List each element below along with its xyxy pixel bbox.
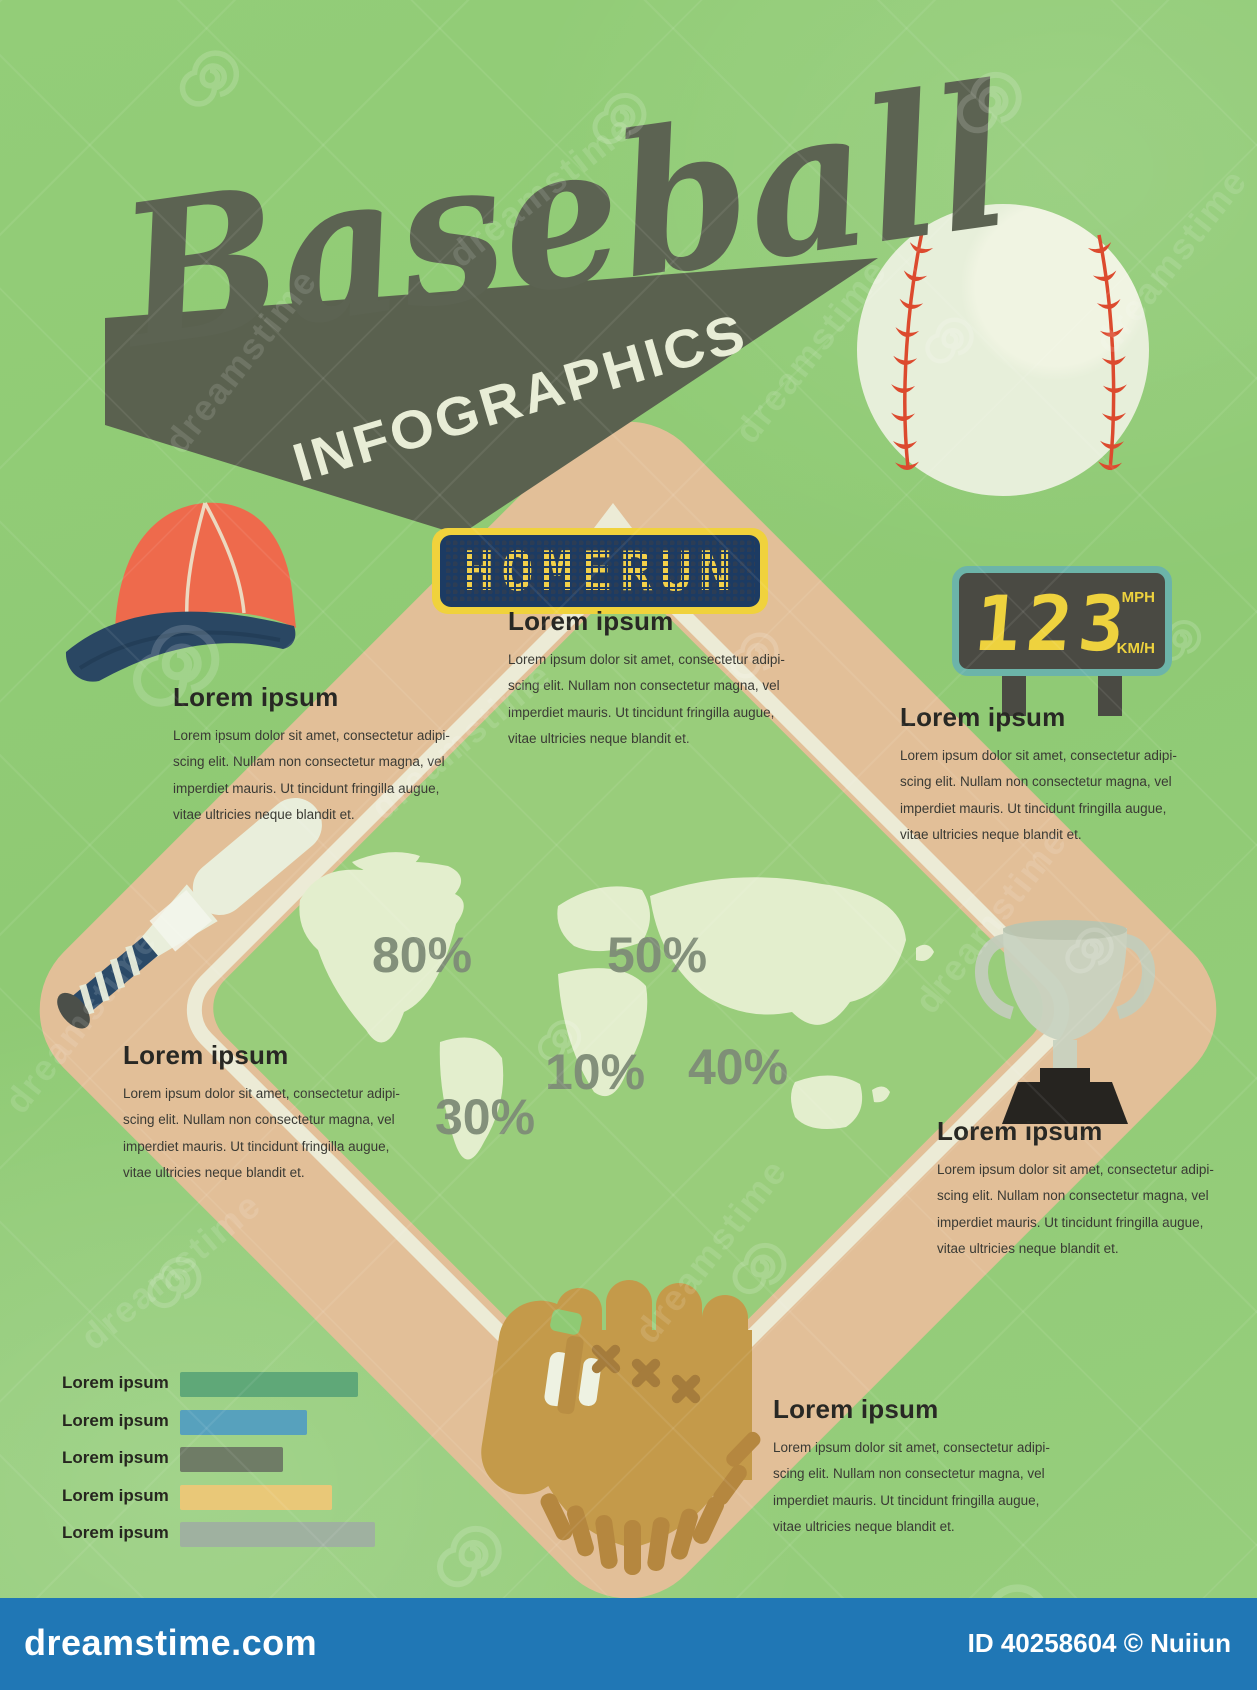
text-block-trophy: Lorem ipsum Lorem ipsum dolor sit amet, … [937,1116,1257,1262]
text-block-cap: Lorem ipsum Lorem ipsum dolor sit amet, … [173,682,503,828]
text-block-bat: Lorem ipsum Lorem ipsum dolor sit amet, … [123,1040,453,1186]
section-heading: Lorem ipsum [773,1394,939,1424]
bar [180,1485,332,1510]
baseball-glove-icon [481,1280,761,1575]
bar-chart-row: Lorem ipsum [0,1447,420,1472]
stat-asia: 40% [688,1039,789,1095]
section-body: Lorem ipsum dolor sit amet, consectetur … [937,1162,1214,1256]
stat-europe: 50% [607,927,708,983]
bar-label: Lorem ipsum [62,1523,169,1542]
watermark-footer-bar: dreamstime.com ID 40258604 © Nuiiun [0,1598,1257,1690]
bar-chart-row: Lorem ipsum [0,1522,420,1547]
stat-north-america: 80% [372,927,473,983]
section-heading: Lorem ipsum [508,606,674,636]
bar [180,1447,283,1472]
section-body: Lorem ipsum dolor sit amet, consectetur … [123,1086,400,1180]
section-heading: Lorem ipsum [123,1040,289,1070]
bar-label: Lorem ipsum [62,1448,169,1467]
world-map-icon [299,852,934,1160]
trophy-icon [975,920,1155,1124]
baseline-corner-triangle [594,503,632,528]
bar-label: Lorem ipsum [62,1411,169,1430]
scoreboard-leg-right [1098,672,1122,716]
stat-africa: 10% [545,1044,646,1100]
section-heading: Lorem ipsum [173,682,339,712]
led-screen: HOMERUN [440,535,760,607]
text-block-glove: Lorem ipsum Lorem ipsum dolor sit amet, … [773,1394,1103,1540]
section-heading: Lorem ipsum [900,702,1066,732]
scoreboard-leg-left [1002,672,1026,716]
section-heading: Lorem ipsum [937,1116,1103,1146]
watermark-site-label: dreamstime.com [24,1622,318,1663]
bar-chart-row: Lorem ipsum [0,1485,420,1510]
section-body: Lorem ipsum dolor sit amet, consectetur … [508,652,785,746]
led-pixel-grid [444,539,756,603]
text-block-speed: Lorem ipsum Lorem ipsum dolor sit amet, … [900,702,1230,848]
speed-unit-mph: MPH [1121,589,1155,606]
bar [180,1372,358,1397]
text-block-homerun: Lorem ipsum Lorem ipsum dolor sit amet, … [508,606,838,752]
bar-label: Lorem ipsum [62,1373,169,1392]
baseball-stitches-icon [890,231,1128,471]
speed-unit-kmh: KM/H [1116,640,1155,657]
section-body: Lorem ipsum dolor sit amet, consectetur … [900,748,1177,842]
stat-south-america: 30% [435,1089,536,1145]
bar-label: Lorem ipsum [62,1486,169,1505]
led-scoreboard: HOMERUN [432,528,768,614]
baseball-bat-icon [57,797,322,1029]
baseball-cap-icon [65,502,296,682]
speed-scoreboard: 123 MPH KM/H [952,566,1172,676]
bar [180,1410,307,1435]
banner-pennant [105,258,878,535]
bar [180,1522,375,1547]
speed-value: 123 [971,579,1135,668]
bar-chart-row: Lorem ipsum [0,1372,420,1397]
section-body: Lorem ipsum dolor sit amet, consectetur … [773,1440,1050,1534]
bar-chart-row: Lorem ipsum [0,1410,420,1435]
watermark-credit-label: ID 40258604 © Nuiiun [967,1628,1231,1658]
section-body: Lorem ipsum dolor sit amet, consectetur … [173,728,450,822]
